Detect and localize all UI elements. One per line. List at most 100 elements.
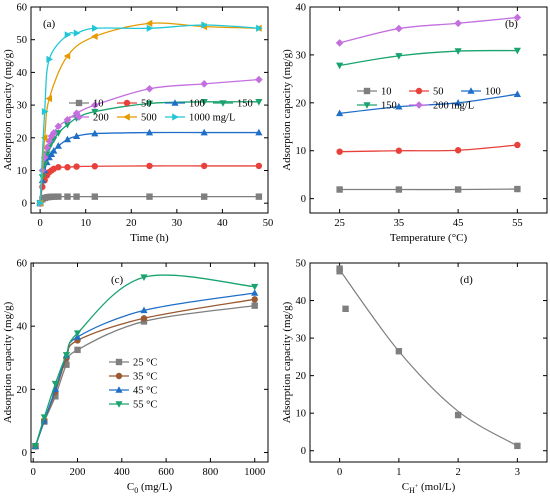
data-point — [255, 193, 263, 200]
legend-marker — [115, 386, 123, 393]
data-point — [45, 137, 54, 145]
data-point — [91, 129, 99, 137]
data-point — [251, 289, 259, 296]
y-tick-label: 60 — [17, 3, 28, 14]
x-tick-label: 600 — [158, 467, 174, 478]
x-tick-label: 2 — [456, 467, 461, 478]
data-point — [395, 24, 403, 33]
legend-marker — [115, 401, 123, 408]
y-tick-label: 40 — [296, 3, 307, 14]
y-tick-label: 20 — [296, 371, 307, 382]
x-tick-label: 800 — [203, 467, 219, 478]
data-point — [50, 193, 57, 200]
y-axis-title: Adsorption capacity (mg/g) — [281, 49, 293, 171]
plot-frame — [30, 262, 269, 463]
data-point — [49, 129, 58, 137]
data-point — [454, 186, 462, 193]
y-tick-label: 0 — [22, 448, 27, 459]
legend-label: 45 °C — [133, 386, 157, 397]
data-point — [200, 128, 208, 136]
panel-b: 25 35 45 55 0 10 20 30 40 Temperature (°C) Adsorpt… — [281, 3, 548, 244]
data-point — [62, 352, 71, 359]
legend-label: 150 — [381, 101, 397, 112]
y-tick-label: 20 — [17, 133, 28, 144]
data-point — [395, 102, 403, 110]
y-tick-label: 20 — [296, 98, 307, 109]
data-point — [51, 380, 59, 388]
panel-label: (b) — [505, 18, 518, 30]
data-point — [64, 193, 71, 200]
data-point — [55, 164, 62, 171]
legend-label: 1000 mg/L — [189, 113, 235, 124]
x-tick-label: 50 — [263, 218, 274, 229]
legend-marker — [415, 87, 423, 95]
data-point — [63, 116, 72, 124]
legend-label: 100 — [189, 99, 205, 110]
data-point — [145, 19, 153, 27]
x-tick-label: 35 — [394, 218, 405, 229]
data-point — [43, 143, 51, 152]
y-tick-label: 0 — [301, 446, 306, 457]
data-point — [145, 100, 154, 108]
data-point — [395, 186, 403, 193]
data-point — [91, 163, 99, 170]
data-point — [454, 147, 462, 154]
data-point — [31, 443, 40, 451]
data-point — [335, 39, 344, 47]
plot-frame — [30, 6, 269, 214]
y-tick-label: 60 — [17, 259, 28, 270]
data-point — [40, 414, 48, 421]
x-tick-label: 0 — [337, 467, 342, 478]
x-tick-label: 3 — [515, 467, 520, 478]
x-tick-label: 0 — [31, 467, 36, 478]
data-point — [200, 99, 208, 106]
y-tick-label: 0 — [301, 194, 306, 205]
y-tick-label: 10 — [296, 409, 307, 420]
x-tick-label: 25 — [334, 218, 345, 229]
data-point — [454, 19, 462, 28]
series-line — [339, 49, 518, 67]
data-point — [395, 147, 403, 154]
x-tick-label: 400 — [114, 467, 130, 478]
legend-marker — [363, 102, 371, 109]
legend-marker — [75, 99, 83, 107]
x-axis-title: C0 (mg/L) — [127, 481, 173, 495]
data-point — [41, 108, 49, 116]
data-point — [92, 24, 99, 32]
data-point — [47, 132, 56, 140]
legend-marker — [115, 372, 123, 380]
x-axis-title: CH+ (mol/L) — [402, 481, 456, 495]
panel-label: (a) — [43, 18, 56, 30]
data-point — [336, 186, 343, 193]
data-point — [72, 132, 81, 139]
data-point — [54, 130, 62, 137]
data-point — [342, 305, 349, 313]
data-point — [146, 193, 153, 200]
data-point — [52, 393, 59, 400]
data-point — [251, 283, 259, 291]
data-point — [145, 84, 154, 93]
series-0 — [36, 193, 263, 207]
data-point — [513, 13, 522, 22]
fit-curve — [339, 269, 518, 447]
data-point — [63, 52, 71, 60]
legend: 10 50 100 150 200 500 1000 mg/L — [69, 99, 253, 124]
data-point — [336, 268, 343, 275]
legend-marker — [123, 99, 131, 107]
data-point — [73, 330, 82, 337]
x-axis-title: Time (h) — [130, 232, 169, 244]
legend: 10 50 100 150 200 mg/L — [357, 87, 501, 112]
legend-marker — [467, 87, 475, 94]
legend-label: 35 °C — [133, 372, 157, 383]
plot-frame — [309, 6, 548, 214]
data-point — [140, 274, 148, 282]
data-point — [454, 411, 462, 419]
y-tick-label: 50 — [296, 259, 307, 270]
series-0 — [336, 185, 521, 193]
legend-label: 10 — [93, 99, 104, 110]
data-point — [256, 24, 263, 32]
data-point — [514, 185, 521, 193]
legend-marker — [363, 87, 371, 95]
data-point — [63, 361, 70, 368]
